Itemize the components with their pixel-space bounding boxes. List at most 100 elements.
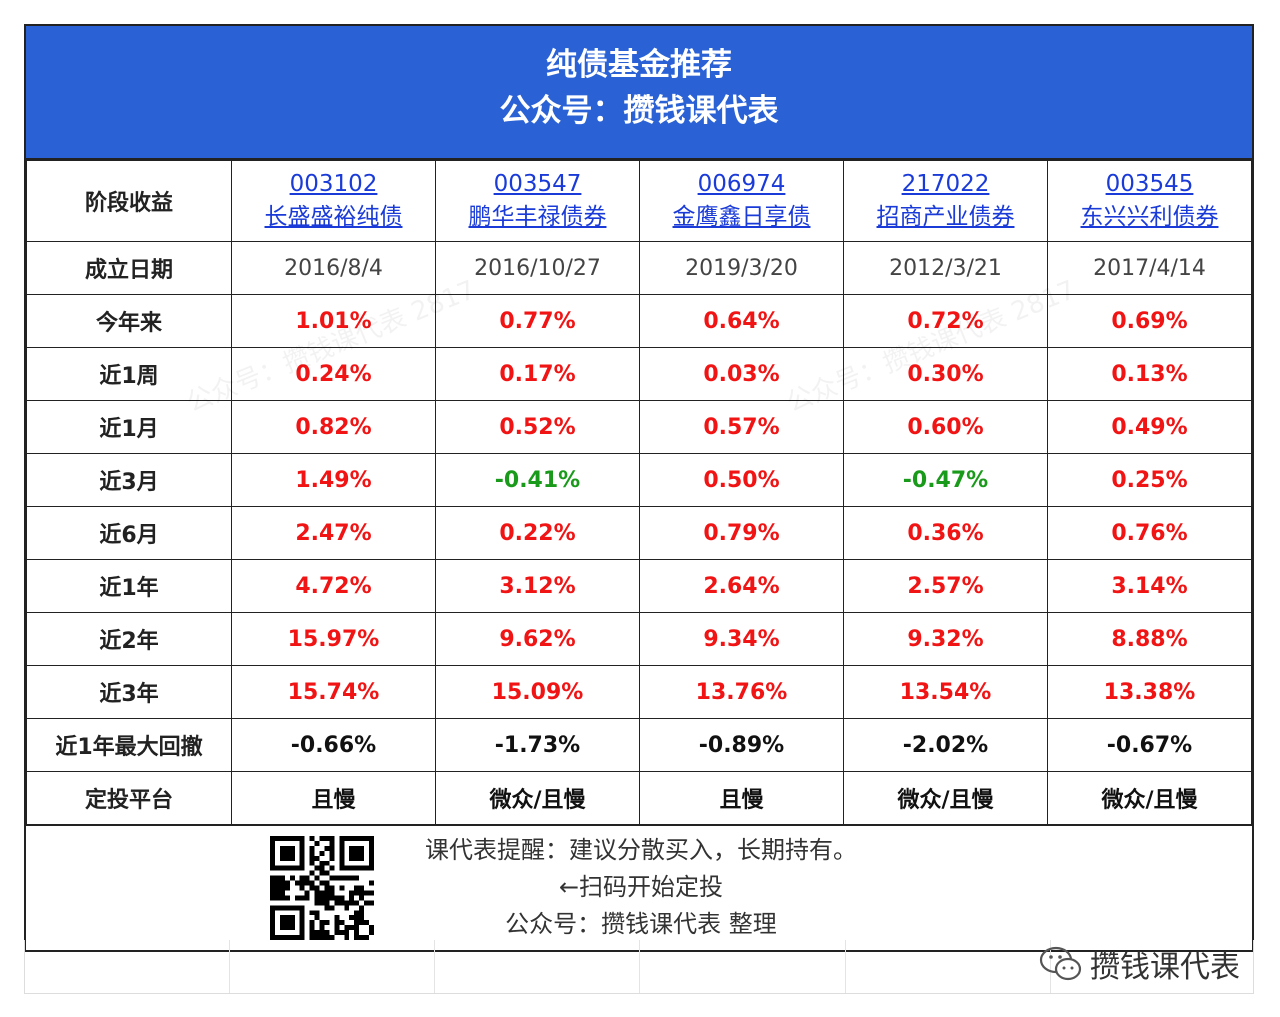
row-label: 近1周 bbox=[26, 347, 232, 401]
fund-name-link[interactable]: 长盛盛裕纯债 bbox=[264, 204, 403, 230]
fund-code-link[interactable]: 003102 bbox=[289, 171, 378, 197]
value-cell: 微众/且慢 bbox=[435, 771, 640, 825]
value-cell: -2.02% bbox=[843, 718, 1048, 772]
fund-table-card: 纯债基金推荐 公众号：攒钱课代表 阶段收益 003102 长盛盛裕纯债 003547… bbox=[24, 24, 1254, 952]
row-label: 定投平台 bbox=[26, 771, 232, 825]
table-row: 近1周 0.24% 0.17% 0.03% 0.30% 0.13% bbox=[26, 347, 1252, 401]
footer-note: 课代表提醒：建议分散买入，长期持有。 ←扫码开始定投 公众号：攒钱课代表 整理 bbox=[26, 825, 1252, 950]
value-cell: 2012/3/21 bbox=[843, 241, 1048, 295]
table-row: 近1月 0.82% 0.52% 0.57% 0.60% 0.49% bbox=[26, 400, 1252, 454]
value-cell: 9.62% bbox=[435, 612, 640, 666]
value-cell: 0.60% bbox=[843, 400, 1048, 454]
value-cell: 13.76% bbox=[639, 665, 844, 719]
table-row: 近3年 15.74% 15.09% 13.76% 13.54% 13.38% bbox=[26, 665, 1252, 719]
table-row: 近1年最大回撤 -0.66% -1.73% -0.89% -2.02% -0.67% bbox=[26, 718, 1252, 772]
fund-code-link[interactable]: 006974 bbox=[697, 171, 786, 197]
value-cell: 0.77% bbox=[435, 294, 640, 348]
fund-header-cell: 003102 长盛盛裕纯债 bbox=[231, 160, 436, 242]
value-cell: 0.30% bbox=[843, 347, 1048, 401]
table-row: 近2年 15.97% 9.62% 9.34% 9.32% 8.88% bbox=[26, 612, 1252, 666]
fund-code-link[interactable]: 003545 bbox=[1105, 171, 1194, 197]
fund-header-row: 阶段收益 003102 长盛盛裕纯债 003547 鹏华丰禄债券 006974 金鹰鑫日享… bbox=[26, 160, 1252, 242]
table-title: 纯债基金推荐 bbox=[546, 47, 732, 83]
row-label: 近6月 bbox=[26, 506, 232, 560]
value-cell: 0.36% bbox=[843, 506, 1048, 560]
footer-reminder: 课代表提醒：建议分散买入，长期持有。 bbox=[425, 836, 857, 864]
fund-name-link[interactable]: 鹏华丰禄债券 bbox=[468, 204, 607, 230]
value-cell: 0.49% bbox=[1047, 400, 1252, 454]
value-cell: 15.97% bbox=[231, 612, 436, 666]
qr-code-icon[interactable] bbox=[270, 836, 374, 940]
row-label: 近3年 bbox=[26, 665, 232, 719]
wechat-icon bbox=[1039, 946, 1082, 981]
value-cell: 9.32% bbox=[843, 612, 1048, 666]
table-header: 纯债基金推荐 公众号：攒钱课代表 bbox=[26, 26, 1252, 160]
fund-name-link[interactable]: 金鹰鑫日享债 bbox=[672, 204, 811, 230]
fund-name-link[interactable]: 东兴兴利债券 bbox=[1080, 204, 1219, 230]
value-cell: -0.41% bbox=[435, 453, 640, 507]
value-cell: 0.79% bbox=[639, 506, 844, 560]
row-label: 近1年 bbox=[26, 559, 232, 613]
fund-name-link[interactable]: 招商产业债券 bbox=[876, 204, 1015, 230]
fund-code-link[interactable]: 217022 bbox=[901, 171, 990, 197]
fund-header-cell: 006974 金鹰鑫日享债 bbox=[639, 160, 844, 242]
value-cell: -0.89% bbox=[639, 718, 844, 772]
value-cell: 0.24% bbox=[231, 347, 436, 401]
value-cell: -0.47% bbox=[843, 453, 1048, 507]
value-cell: 0.64% bbox=[639, 294, 844, 348]
value-cell: 0.03% bbox=[639, 347, 844, 401]
wechat-brand: 攒钱课代表 bbox=[1038, 942, 1240, 986]
brand-name: 攒钱课代表 bbox=[1090, 950, 1240, 985]
value-cell: 1.49% bbox=[231, 453, 436, 507]
value-cell: 0.25% bbox=[1047, 453, 1252, 507]
fund-returns-table: 阶段收益 003102 长盛盛裕纯债 003547 鹏华丰禄债券 006974 金鹰鑫日享… bbox=[26, 160, 1252, 825]
value-cell: 2.47% bbox=[231, 506, 436, 560]
value-cell: -0.67% bbox=[1047, 718, 1252, 772]
table-row: 定投平台 且慢 微众/且慢 且慢 微众/且慢 微众/且慢 bbox=[26, 771, 1252, 825]
value-cell: 2.57% bbox=[843, 559, 1048, 613]
value-cell: -1.73% bbox=[435, 718, 640, 772]
value-cell: 且慢 bbox=[639, 771, 844, 825]
value-cell: 2019/3/20 bbox=[639, 241, 844, 295]
value-cell: 2017/4/14 bbox=[1047, 241, 1252, 295]
table-row: 今年来 1.01% 0.77% 0.64% 0.72% 0.69% bbox=[26, 294, 1252, 348]
row-label: 成立日期 bbox=[26, 241, 232, 295]
table-continuation bbox=[24, 940, 1254, 994]
value-cell: 0.13% bbox=[1047, 347, 1252, 401]
value-cell: 0.69% bbox=[1047, 294, 1252, 348]
table-subtitle: 公众号：攒钱课代表 bbox=[499, 93, 779, 129]
table-row: 近3月 1.49% -0.41% 0.50% -0.47% 0.25% bbox=[26, 453, 1252, 507]
value-cell: 0.50% bbox=[639, 453, 844, 507]
footer-scan-hint: ←扫码开始定投 bbox=[558, 873, 724, 901]
row-label: 近1月 bbox=[26, 400, 232, 454]
value-cell: 8.88% bbox=[1047, 612, 1252, 666]
value-cell: 13.54% bbox=[843, 665, 1048, 719]
footer-credit: 公众号：攒钱课代表 整理 bbox=[505, 910, 777, 938]
value-cell: 3.14% bbox=[1047, 559, 1252, 613]
value-cell: 13.38% bbox=[1047, 665, 1252, 719]
value-cell: 0.82% bbox=[231, 400, 436, 454]
value-cell: 4.72% bbox=[231, 559, 436, 613]
value-cell: 3.12% bbox=[435, 559, 640, 613]
value-cell: 0.76% bbox=[1047, 506, 1252, 560]
value-cell: 15.74% bbox=[231, 665, 436, 719]
fund-header-cell: 217022 招商产业债券 bbox=[843, 160, 1048, 242]
value-cell: 0.17% bbox=[435, 347, 640, 401]
value-cell: 且慢 bbox=[231, 771, 436, 825]
row-label: 今年来 bbox=[26, 294, 232, 348]
fund-code-link[interactable]: 003547 bbox=[493, 171, 582, 197]
value-cell: 2016/8/4 bbox=[231, 241, 436, 295]
value-cell: 2.64% bbox=[639, 559, 844, 613]
row-label: 近2年 bbox=[26, 612, 232, 666]
fund-header-cell: 003545 东兴兴利债券 bbox=[1047, 160, 1252, 242]
value-cell: 0.22% bbox=[435, 506, 640, 560]
row-label: 近1年最大回撤 bbox=[26, 718, 232, 772]
table-row: 近6月 2.47% 0.22% 0.79% 0.36% 0.76% bbox=[26, 506, 1252, 560]
value-cell: 15.09% bbox=[435, 665, 640, 719]
fund-header-cell: 003547 鹏华丰禄债券 bbox=[435, 160, 640, 242]
value-cell: 1.01% bbox=[231, 294, 436, 348]
table-row: 成立日期 2016/8/4 2016/10/27 2019/3/20 2012/3/21… bbox=[26, 241, 1252, 295]
value-cell: 9.34% bbox=[639, 612, 844, 666]
value-cell: 微众/且慢 bbox=[843, 771, 1048, 825]
value-cell: 2016/10/27 bbox=[435, 241, 640, 295]
